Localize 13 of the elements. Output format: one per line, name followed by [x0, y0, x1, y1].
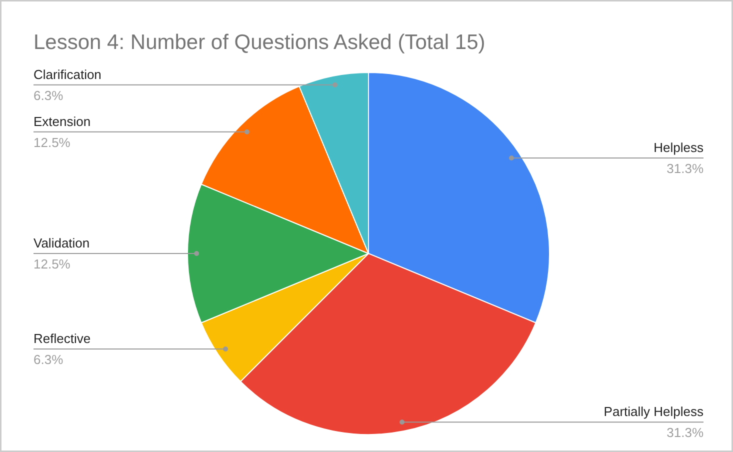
- slice-label: Reflective: [34, 331, 91, 346]
- chart-title: Lesson 4: Number of Questions Asked (Total 15): [34, 31, 486, 54]
- slice-label: Partially Helpless: [604, 404, 704, 420]
- data-label: 31.3%: [666, 425, 704, 440]
- slice-label: Helpless: [654, 140, 704, 155]
- data-label: 31.3%: [666, 160, 704, 176]
- data-label: 6.3%: [34, 88, 64, 103]
- data-label: 12.5%: [34, 134, 71, 150]
- slice-label: Extension: [34, 114, 91, 129]
- slice-label: Validation: [34, 236, 90, 250]
- slice-label: Clarification: [34, 66, 102, 82]
- data-label: 6.3%: [34, 352, 64, 368]
- data-label: 12.5%: [34, 256, 71, 272]
